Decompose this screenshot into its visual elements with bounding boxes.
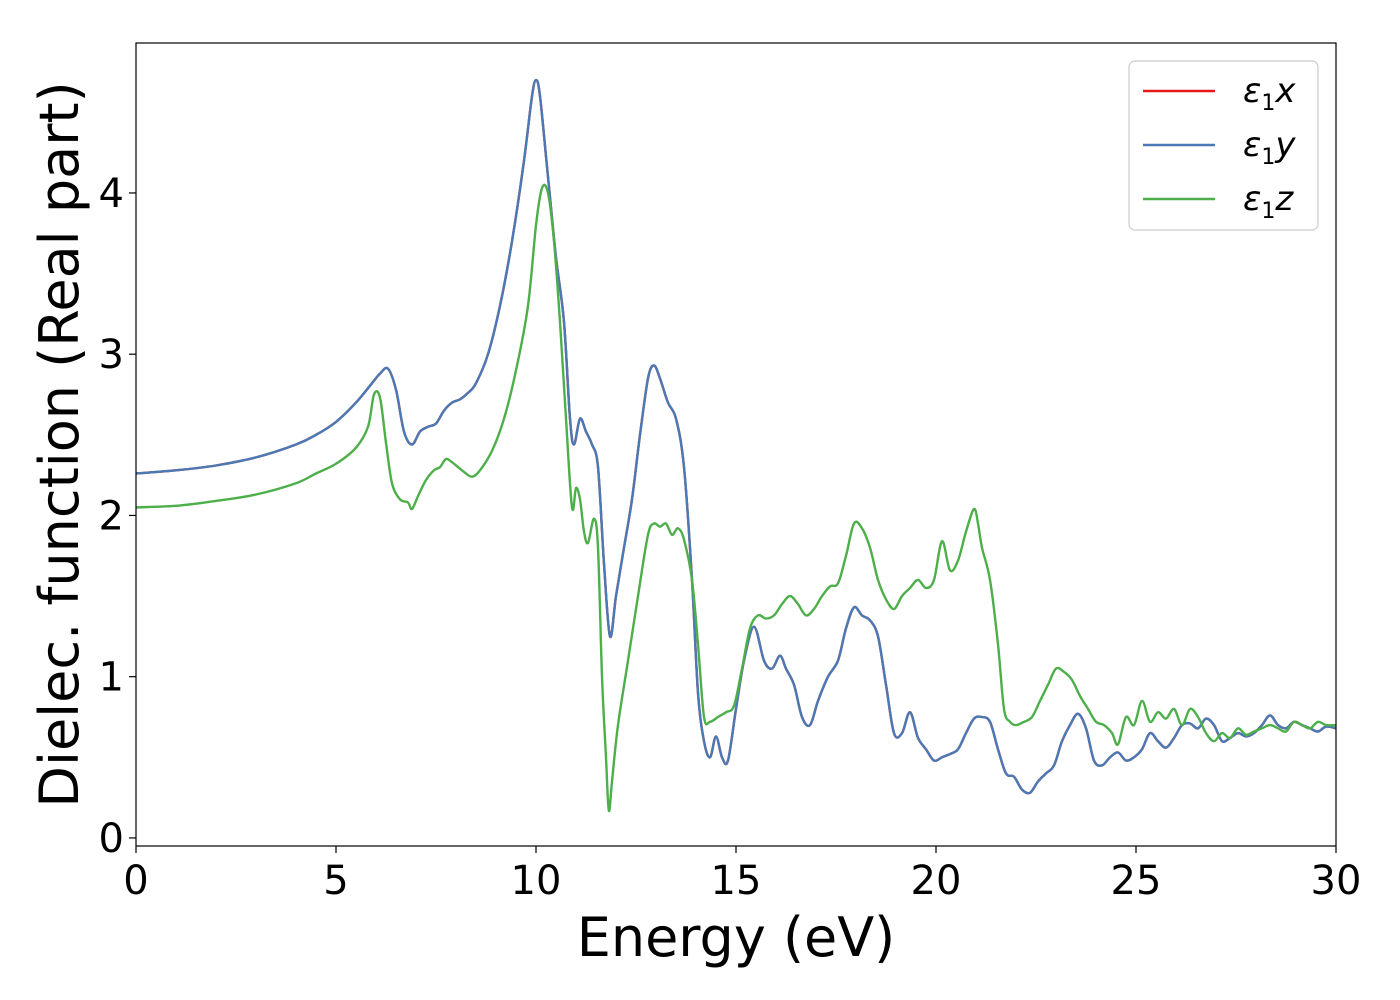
y-tick-label: 1	[99, 655, 124, 701]
x-tick-label: 0	[123, 858, 148, 904]
legend-label-z: ε1z	[1243, 179, 1294, 224]
y-axis-ticks: 0 1 2 3 4	[99, 171, 136, 862]
legend-subscript: 1	[1261, 91, 1275, 116]
series-line-z	[136, 183, 1336, 813]
x-tick-label: 5	[323, 858, 348, 904]
x-tick-label: 30	[1311, 858, 1362, 904]
series-layer	[136, 78, 1336, 813]
legend-subscript: 1	[1261, 145, 1275, 170]
y-tick-label: 4	[99, 171, 124, 217]
series-line-y	[136, 78, 1336, 795]
x-tick-label: 15	[711, 858, 762, 904]
legend-variable: y	[1274, 125, 1296, 165]
legend-label-y: ε1y	[1243, 125, 1296, 170]
legend-box	[1128, 60, 1319, 231]
y-tick-label: 2	[99, 493, 124, 539]
x-tick-label: 10	[511, 858, 562, 904]
y-axis-label: Dielec. function (Real part)	[28, 81, 91, 807]
x-tick-label: 20	[911, 858, 962, 904]
y-tick-label: 3	[99, 332, 124, 378]
legend-variable: z	[1274, 179, 1294, 219]
legend-symbol: ε	[1243, 71, 1261, 111]
legend-variable: x	[1274, 71, 1296, 111]
legend-label-x: ε1x	[1243, 71, 1296, 116]
legend-symbol: ε	[1243, 179, 1261, 219]
x-axis-ticks: 0 5 10 15 20 25 30	[123, 846, 1361, 904]
y-tick-label: 0	[99, 816, 124, 862]
legend-symbol: ε	[1243, 125, 1261, 165]
x-tick-label: 25	[1111, 858, 1162, 904]
legend-subscript: 1	[1261, 199, 1275, 224]
x-axis-label: Energy (eV)	[577, 906, 896, 969]
